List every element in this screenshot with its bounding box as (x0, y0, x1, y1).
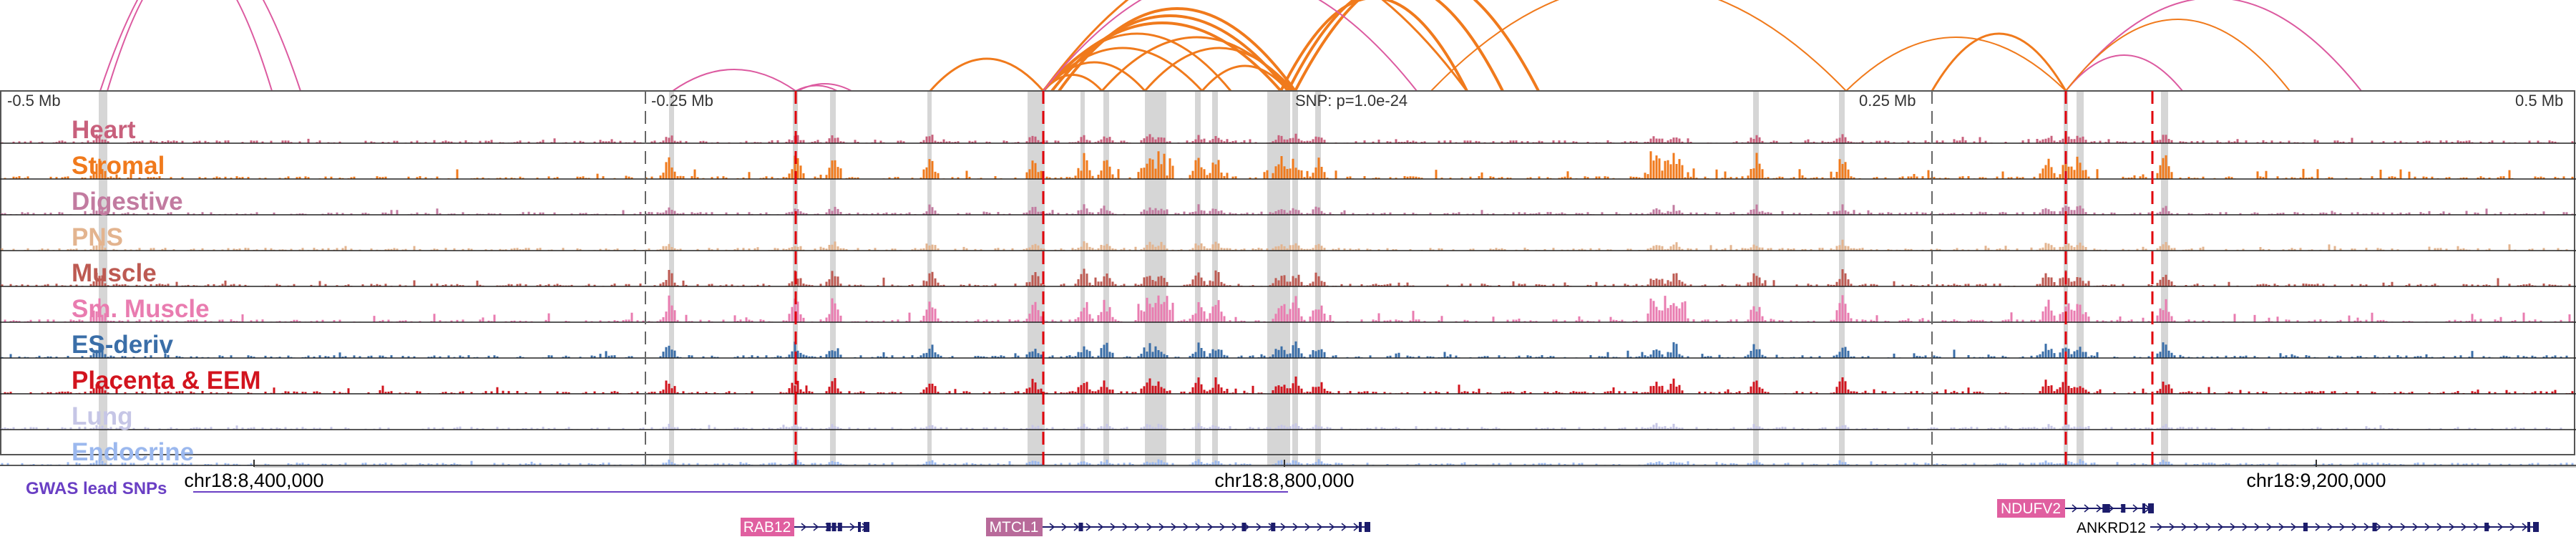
axis-tick-label: chr18:9,200,000 (2246, 470, 2386, 491)
loop-arc (1143, 47, 1295, 92)
loop-arc (797, 83, 852, 92)
track-sm-muscle: Sm. Muscle (0, 295, 2576, 323)
track-label: ES-deriv (72, 331, 174, 359)
track-label: Heart (72, 116, 136, 144)
gene-ndufv2[interactable]: NDUFV2 (1997, 499, 2154, 518)
exon (2105, 504, 2110, 513)
track-label: Stromal (72, 152, 165, 180)
ruler-snp-label: SNP: p=1.0e-24 (1295, 92, 1407, 110)
track-heart: Heart (0, 116, 2576, 144)
axis-tick-label: chr18:8,400,000 (184, 470, 323, 491)
loop-arc (1058, 7, 1297, 92)
signal-tracks: Heart Stromal Digestive PNS Muscle Sm. Muscle… (0, 116, 2576, 466)
exon (2148, 503, 2154, 513)
strand-arrows (1049, 523, 1360, 531)
ruler-left-label: -0.5 Mb (7, 92, 61, 110)
track-digestive: Digestive (0, 188, 2576, 216)
gene-ankrd12[interactable]: ANKRD12 (2077, 520, 2539, 536)
track-label: Muscle (72, 259, 157, 287)
gene-mtcl1[interactable]: MTCL1 (986, 518, 1370, 536)
gene-label-box (1997, 499, 2065, 518)
highlight-band (1267, 91, 1290, 465)
exon (1365, 522, 1370, 532)
strand-arrows (2157, 523, 2528, 531)
track-stromal: Stromal (0, 151, 2576, 180)
gene-name: NDUFV2 (2001, 500, 2061, 517)
ruler: -0.5 Mb -0.25 Mb SNP: p=1.0e-24 0.25 Mb … (0, 90, 2575, 455)
loop-arc (1050, 14, 1289, 92)
track-label: Endocrine (72, 438, 194, 466)
loop-arc (1430, 0, 1847, 92)
track-label: Placenta & EEM (72, 367, 261, 395)
exon (826, 523, 831, 531)
gene-label-box (986, 518, 1043, 536)
track-muscle: Muscle (0, 259, 2576, 287)
loop-arc (1042, 47, 1204, 92)
track-lung: Lung (0, 402, 2576, 430)
gene-name: MTCL1 (990, 519, 1039, 536)
loop-arc (107, 0, 273, 92)
track-label: Lung (72, 402, 133, 430)
track-endocrine: Endocrine (0, 438, 2576, 466)
chromatin-loop-arcs (99, 0, 2362, 92)
highlight-bands (99, 91, 2168, 465)
exon (831, 523, 836, 531)
track-pns: PNS (0, 223, 2576, 251)
loop-arc (1931, 32, 2067, 92)
credible-set-lines (645, 91, 2154, 465)
exon (1078, 523, 1083, 531)
genomic-axis: chr18:8,400,000 chr18:8,800,000 chr18:9,… (184, 460, 2576, 491)
track-label: Sm. Muscle (72, 295, 210, 323)
loop-arc (2065, 19, 2290, 92)
loop-arc (795, 84, 838, 92)
gene-name: RAB12 (743, 519, 791, 536)
track-es-deriv: ES-deriv (0, 331, 2576, 359)
gene-name: ANKRD12 (2077, 520, 2146, 536)
ruler-left-mid-label: -0.25 Mb (651, 92, 713, 110)
exon (2372, 523, 2377, 531)
exon (837, 523, 842, 531)
gene-label-box (741, 518, 794, 536)
exon (2484, 523, 2489, 531)
exon (2303, 523, 2308, 531)
loop-arc (1287, 0, 1504, 92)
highlight-band (2161, 91, 2168, 465)
loop-arc (1279, 0, 1468, 92)
loop-arc (2065, 54, 2183, 92)
exon (864, 522, 869, 532)
exon (2142, 503, 2145, 513)
loop-arc (1042, 21, 1282, 92)
exon (1271, 523, 1276, 531)
track-label: PNS (72, 223, 123, 251)
exon (2121, 504, 2126, 513)
loop-arc (1042, 0, 1468, 92)
exon (2533, 522, 2539, 532)
loop-arc (1845, 37, 2067, 92)
ruler-right-label: 0.5 Mb (2515, 92, 2563, 110)
gwas-label: GWAS lead SNPs (26, 479, 167, 498)
track-placenta-eem: Placenta & EEM (0, 367, 2576, 395)
gwas-track: GWAS lead SNPs (26, 479, 1288, 498)
gene-track: RAB12 MTCL1 NDUFV2 ANKRD12 (741, 499, 2539, 536)
loop-arc (99, 0, 301, 92)
exon (2527, 522, 2530, 532)
exon (1241, 523, 1246, 531)
loop-arc (672, 69, 796, 92)
ruler-right-mid-label: 0.25 Mb (1859, 92, 1916, 110)
exon (2102, 504, 2107, 513)
loop-arc (1043, 0, 1418, 92)
loop-arc (2065, 0, 2362, 92)
exon (1359, 522, 1362, 532)
browser-frame (0, 90, 2575, 455)
loop-arc (1294, 0, 1540, 92)
axis-tick-label: chr18:8,800,000 (1214, 470, 1354, 491)
exon (858, 522, 861, 532)
track-label: Digestive (72, 188, 183, 216)
loop-arc (929, 57, 1045, 92)
gene-rab12[interactable]: RAB12 (741, 518, 869, 536)
loop-arc (1201, 64, 1289, 92)
highlight-band (1080, 91, 1085, 465)
